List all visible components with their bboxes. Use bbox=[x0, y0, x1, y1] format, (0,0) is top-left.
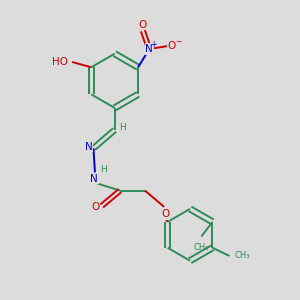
Text: H: H bbox=[100, 165, 106, 174]
Text: O: O bbox=[167, 41, 175, 51]
Text: N: N bbox=[91, 174, 98, 184]
Text: CH₃: CH₃ bbox=[235, 251, 250, 260]
Text: O: O bbox=[161, 209, 170, 219]
Text: −: − bbox=[175, 37, 181, 46]
Text: H: H bbox=[119, 122, 126, 131]
Text: HO: HO bbox=[52, 57, 68, 67]
Text: O: O bbox=[92, 202, 100, 212]
Text: N: N bbox=[85, 142, 92, 152]
Text: O: O bbox=[139, 20, 147, 30]
Text: CH₃: CH₃ bbox=[194, 243, 209, 252]
Text: +: + bbox=[150, 40, 157, 49]
Text: N: N bbox=[146, 44, 153, 54]
